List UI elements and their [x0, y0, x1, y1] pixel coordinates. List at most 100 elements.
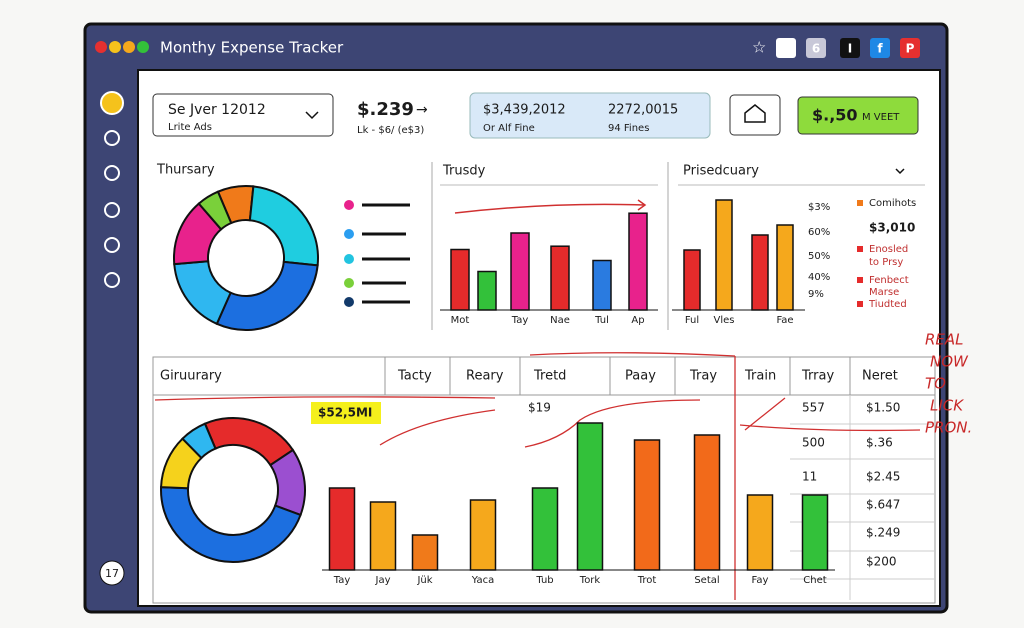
toolbar-icon[interactable]	[840, 38, 860, 58]
legend-label: Enosled	[869, 244, 908, 255]
sidebar-icon[interactable]	[104, 237, 120, 253]
window-title: Monthy Expense Tracker	[160, 39, 344, 57]
pie-slice	[160, 486, 302, 563]
bar	[510, 232, 530, 311]
y-tick-label: 60%	[808, 227, 830, 238]
legend-label: Tiudted	[868, 299, 907, 310]
chevron	[305, 111, 319, 120]
sidebar-icon[interactable]	[100, 91, 124, 115]
legend-dot	[344, 278, 354, 288]
bar	[628, 212, 648, 311]
legend-dot	[344, 200, 354, 210]
home-button[interactable]	[729, 94, 781, 136]
table	[152, 356, 936, 604]
x-tick-label: Tub	[535, 575, 553, 586]
toolbar-icon[interactable]	[776, 38, 796, 58]
bar	[776, 224, 794, 311]
label: 2272,0015	[608, 103, 678, 118]
bar	[633, 439, 661, 571]
x-tick-label: Setal	[694, 575, 719, 586]
label: Thursary	[156, 163, 215, 178]
summary-card	[469, 92, 711, 139]
x-tick-label: Yaca	[471, 575, 495, 586]
legend-marker	[857, 200, 863, 206]
bar	[751, 234, 769, 311]
toolbar-icon[interactable]	[900, 38, 920, 58]
sidebar-icon[interactable]	[104, 130, 120, 146]
bar	[715, 199, 733, 311]
legend-label: $3,010	[869, 221, 915, 235]
label: 557	[802, 401, 825, 415]
label: Lk - $6/ (e$3)	[357, 125, 424, 136]
home-icon	[744, 104, 766, 123]
bar	[411, 534, 439, 571]
legend-label: Comihots	[869, 198, 916, 209]
annotation-line	[154, 352, 921, 600]
handwritten-note: NOW	[930, 353, 969, 371]
label: $200	[866, 555, 897, 569]
bar	[693, 434, 721, 571]
handwritten-note: PRON.	[925, 419, 972, 437]
sidebar-icon[interactable]	[104, 165, 120, 181]
toolbar-icon[interactable]	[870, 38, 890, 58]
legend-dot	[344, 229, 354, 239]
sidebar-icon[interactable]	[104, 202, 120, 218]
window-dot[interactable]	[109, 41, 121, 53]
bar	[477, 270, 497, 311]
label: Trusdy	[442, 164, 486, 179]
column-header: Neret	[862, 369, 898, 384]
column-header: Reary	[466, 369, 504, 384]
label: $52,5MI	[318, 406, 372, 420]
label: 94 Fines	[608, 123, 649, 134]
x-tick-label: Trot	[637, 575, 657, 586]
label: $19	[528, 401, 551, 415]
x-tick-label: Mot	[451, 315, 470, 326]
legend-label: to Prsy	[869, 257, 903, 268]
star-icon[interactable]: ☆	[752, 38, 766, 57]
x-tick-label: Vles	[714, 315, 735, 326]
label: $.239	[357, 99, 414, 120]
arrow: →	[416, 102, 428, 118]
bar	[576, 422, 604, 571]
toolbar-icon[interactable]	[806, 38, 826, 58]
annotation-arrow	[454, 199, 647, 214]
date-card[interactable]	[152, 93, 334, 137]
window-dot[interactable]	[95, 41, 107, 53]
label: M VEET	[862, 112, 900, 123]
legend-dot	[344, 254, 354, 264]
column-header: Giruurary	[160, 369, 222, 384]
label: Prisedcuary	[683, 164, 759, 179]
pie-slice	[215, 260, 319, 331]
y-tick-label: 50%	[808, 251, 830, 262]
column-header: Trray	[801, 369, 834, 384]
x-tick-label: Ap	[631, 315, 644, 326]
y-tick-label: 9%	[808, 289, 824, 300]
sidebar-badge[interactable]	[99, 560, 125, 586]
legend-marker	[857, 301, 863, 307]
window-dot[interactable]	[137, 41, 149, 53]
label: 11	[802, 470, 817, 484]
column-header: Train	[744, 369, 776, 384]
column-header: Tray	[689, 369, 717, 384]
bar	[469, 499, 497, 571]
column-header: Tretd	[533, 369, 566, 384]
badge-text: 17	[105, 567, 119, 580]
label: Se Jver 12012	[168, 102, 266, 118]
bar	[746, 494, 774, 571]
x-tick-label: Tay	[511, 315, 529, 326]
bar	[328, 487, 356, 571]
y-tick-label: $3%	[808, 202, 830, 213]
label: $.249	[866, 526, 900, 540]
sidebar-icon[interactable]	[104, 272, 120, 288]
label: 500	[802, 436, 825, 450]
legend-label: Fenbect	[869, 275, 909, 286]
label: $2.45	[866, 470, 900, 484]
window-dot[interactable]	[123, 41, 135, 53]
label: $1.50	[866, 401, 900, 415]
pie-slice	[181, 422, 217, 460]
x-tick-label: Nae	[550, 315, 570, 326]
action-button[interactable]	[797, 96, 919, 135]
x-tick-label: Ful	[685, 315, 699, 326]
